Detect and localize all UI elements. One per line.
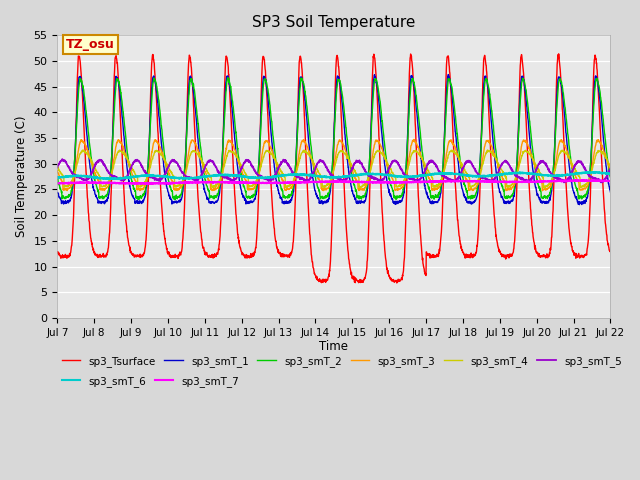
- sp3_Tsurface: [558, 97, 566, 103]
- sp3_smT_1: [362, 196, 370, 202]
- Line: sp3_smT_6: sp3_smT_6: [58, 172, 611, 179]
- sp3_smT_6: [362, 171, 370, 177]
- sp3_smT_6: [208, 173, 216, 179]
- sp3_smT_4: [495, 162, 502, 168]
- sp3_smT_1: [350, 194, 358, 200]
- sp3_smT_5: [208, 159, 216, 165]
- sp3_smT_6: [573, 171, 581, 177]
- sp3_smT_3: [362, 183, 370, 189]
- sp3_smT_3: [573, 177, 581, 183]
- sp3_smT_1: [575, 202, 583, 207]
- sp3_smT_4: [541, 185, 548, 191]
- sp3_smT_5: [54, 165, 61, 170]
- sp3_smT_6: [54, 175, 61, 180]
- sp3_Tsurface: [350, 274, 358, 279]
- sp3_smT_5: [607, 167, 614, 172]
- sp3_smT_7: [208, 180, 216, 185]
- sp3_smT_2: [54, 175, 61, 180]
- sp3_smT_5: [558, 177, 566, 183]
- sp3_smT_2: [362, 187, 370, 193]
- sp3_smT_3: [607, 168, 614, 174]
- Line: sp3_smT_7: sp3_smT_7: [58, 180, 611, 184]
- sp3_smT_4: [208, 184, 216, 190]
- sp3_smT_6: [495, 171, 502, 177]
- sp3_smT_1: [495, 185, 502, 191]
- sp3_smT_7: [607, 178, 614, 184]
- sp3_Tsurface: [573, 252, 581, 258]
- sp3_smT_2: [224, 75, 232, 81]
- sp3_smT_6: [558, 172, 566, 178]
- Line: sp3_smT_1: sp3_smT_1: [58, 74, 611, 204]
- sp3_smT_7: [362, 179, 370, 185]
- sp3_smT_4: [558, 148, 566, 154]
- sp3_smT_2: [558, 83, 566, 88]
- sp3_smT_1: [54, 190, 61, 195]
- sp3_smT_4: [54, 163, 61, 168]
- sp3_smT_2: [171, 197, 179, 203]
- sp3_smT_2: [208, 193, 216, 199]
- Line: sp3_smT_2: sp3_smT_2: [58, 78, 611, 200]
- sp3_smT_3: [495, 166, 502, 171]
- Legend: sp3_smT_6, sp3_smT_7: sp3_smT_6, sp3_smT_7: [58, 372, 244, 391]
- sp3_smT_7: [138, 181, 145, 187]
- sp3_smT_6: [607, 170, 614, 176]
- Line: sp3_smT_5: sp3_smT_5: [58, 159, 611, 182]
- sp3_smT_7: [573, 178, 581, 184]
- sp3_Tsurface: [555, 51, 563, 57]
- sp3_smT_3: [350, 172, 358, 178]
- sp3_smT_2: [351, 182, 358, 188]
- sp3_smT_6: [591, 169, 598, 175]
- sp3_smT_5: [350, 162, 358, 168]
- sp3_smT_5: [573, 160, 581, 166]
- sp3_smT_3: [208, 187, 216, 193]
- sp3_smT_7: [572, 177, 579, 183]
- sp3_smT_6: [350, 173, 358, 179]
- sp3_smT_3: [410, 136, 418, 142]
- sp3_smT_3: [538, 188, 546, 193]
- sp3_smT_7: [350, 179, 358, 184]
- sp3_smT_3: [54, 168, 61, 174]
- sp3_smT_4: [607, 163, 614, 169]
- sp3_smT_4: [449, 147, 457, 153]
- sp3_smT_1: [573, 197, 581, 203]
- sp3_smT_4: [350, 166, 358, 172]
- sp3_smT_1: [558, 84, 566, 90]
- sp3_smT_2: [607, 175, 614, 180]
- sp3_smT_7: [558, 179, 566, 184]
- sp3_smT_5: [597, 180, 605, 185]
- Line: sp3_smT_3: sp3_smT_3: [58, 139, 611, 191]
- Line: sp3_smT_4: sp3_smT_4: [58, 150, 611, 188]
- sp3_smT_1: [444, 72, 452, 77]
- sp3_Tsurface: [393, 280, 401, 286]
- Y-axis label: Soil Temperature (C): Soil Temperature (C): [15, 116, 28, 238]
- sp3_smT_5: [495, 168, 502, 174]
- Title: SP3 Soil Temperature: SP3 Soil Temperature: [252, 15, 415, 30]
- sp3_smT_4: [573, 170, 581, 176]
- sp3_Tsurface: [54, 249, 61, 255]
- sp3_smT_2: [573, 186, 581, 192]
- sp3_smT_5: [362, 169, 370, 175]
- sp3_smT_7: [495, 179, 502, 185]
- sp3_Tsurface: [362, 272, 370, 278]
- sp3_Tsurface: [495, 246, 502, 252]
- sp3_smT_6: [107, 176, 115, 182]
- sp3_smT_1: [607, 189, 614, 195]
- sp3_smT_4: [362, 180, 370, 186]
- sp3_smT_3: [558, 139, 566, 145]
- sp3_smT_1: [208, 199, 216, 204]
- sp3_smT_7: [54, 180, 61, 186]
- sp3_Tsurface: [208, 252, 216, 258]
- X-axis label: Time: Time: [319, 340, 348, 353]
- Line: sp3_Tsurface: sp3_Tsurface: [58, 54, 611, 283]
- sp3_smT_5: [58, 156, 66, 162]
- sp3_Tsurface: [607, 249, 614, 254]
- sp3_smT_2: [495, 170, 503, 176]
- Text: TZ_osu: TZ_osu: [66, 38, 115, 51]
